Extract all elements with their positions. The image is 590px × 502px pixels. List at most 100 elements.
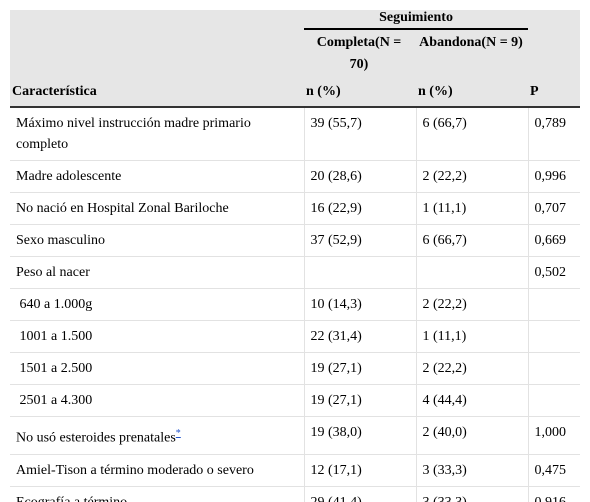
cell-value: 4 (44,4) bbox=[422, 393, 467, 408]
table-cell: 2 (22,2) bbox=[415, 160, 529, 193]
table-cell: Amiel-Tison a término moderado o severo bbox=[10, 453, 305, 487]
group-header: Seguimiento bbox=[304, 10, 529, 30]
cell-value: 0,789 bbox=[534, 116, 567, 131]
table-cell bbox=[527, 320, 580, 353]
table-cell: 0,916 bbox=[527, 485, 580, 502]
table-cell: 0,996 bbox=[527, 160, 580, 193]
table-cell: 0,475 bbox=[527, 453, 580, 487]
table-cell: 1,000 bbox=[527, 416, 580, 455]
table-row: Amiel-Tison a término moderado o severo 1… bbox=[10, 453, 580, 487]
cell-value: 0,502 bbox=[534, 265, 567, 280]
table-cell: 19 (27,1) bbox=[303, 352, 417, 385]
table-row: Madre adolescente 20 (28,6) 2 (22,2) 0,996 bbox=[10, 160, 580, 193]
table-cell bbox=[527, 288, 580, 321]
table-cell: 10 (14,3) bbox=[303, 288, 417, 321]
cell-value: 0,996 bbox=[534, 169, 567, 184]
table-wrapper: Seguimiento Completa(N = 70) Abandona(N … bbox=[10, 10, 580, 502]
table-cell: 1001 a 1.500 bbox=[10, 320, 305, 353]
cell-value: 3 (33,3) bbox=[422, 462, 467, 478]
group-header-text: Seguimiento bbox=[304, 10, 529, 30]
table-cell: 3 (33,3) bbox=[415, 485, 529, 502]
table-cell: 0,707 bbox=[527, 192, 580, 225]
table-cell: No usó esteroides prenatales* bbox=[10, 416, 305, 455]
cell-value: 0,669 bbox=[534, 233, 567, 248]
table-cell: 22 (31,4) bbox=[303, 320, 417, 353]
table-cell bbox=[527, 384, 580, 417]
table-cell: 19 (38,0) bbox=[303, 416, 417, 455]
column-header: Abandona(N = 9) bbox=[416, 30, 529, 79]
subheader: n (%) bbox=[416, 79, 529, 108]
cell-value: 37 (52,9) bbox=[310, 233, 362, 248]
cell-value: 2 (22,2) bbox=[422, 361, 467, 376]
table-cell: 3 (33,3) bbox=[415, 453, 529, 487]
blank-header bbox=[10, 30, 304, 79]
table-cell: 39 (55,7) bbox=[303, 106, 417, 161]
row-label: No usó esteroides prenatales bbox=[16, 430, 176, 446]
subheader: n (%) bbox=[304, 79, 416, 108]
cell-value: 29 (41,4) bbox=[311, 495, 362, 502]
table-cell bbox=[303, 256, 417, 289]
cell-value: 0,707 bbox=[534, 201, 567, 216]
row-label: 1501 a 2.500 bbox=[16, 361, 93, 376]
table-cell: 16 (22,9) bbox=[303, 192, 417, 225]
table-cell: 12 (17,1) bbox=[303, 453, 417, 487]
row-label: Sexo masculino bbox=[16, 233, 106, 248]
cell-value: 10 (14,3) bbox=[310, 297, 362, 312]
row-label: Peso al nacer bbox=[16, 265, 90, 280]
table-cell: 1 (11,1) bbox=[415, 320, 529, 353]
row-label: No nació en Hospital Zonal Bariloche bbox=[16, 201, 229, 216]
row-label: Madre adolescente bbox=[16, 169, 122, 184]
table-row: 2501 a 4.300 19 (27,1) 4 (44,4) bbox=[10, 384, 580, 417]
cell-value: 2 (40,0) bbox=[422, 425, 467, 440]
table-cell bbox=[415, 256, 529, 289]
footnote-link[interactable]: * bbox=[175, 428, 181, 439]
table-row: Ecografía a término 29 (41,4) 3 (33,3) 0,91… bbox=[10, 485, 580, 502]
cell-value: 1 (11,1) bbox=[422, 329, 467, 344]
data-table: Seguimiento Completa(N = 70) Abandona(N … bbox=[10, 10, 580, 502]
table-cell: 1 (11,1) bbox=[415, 192, 529, 225]
row-label: Máximo nivel instrucción madre primario … bbox=[16, 116, 255, 152]
column-header: Característica bbox=[10, 79, 304, 108]
table-row: No usó esteroides prenatales* 19 (38,0) 2 … bbox=[10, 416, 580, 455]
row-label: Ecografía a término bbox=[16, 495, 127, 502]
cell-value: 2 (22,2) bbox=[422, 169, 467, 184]
table-row: 1001 a 1.500 22 (31,4) 1 (11,1) bbox=[10, 320, 580, 353]
cell-value: 6 (66,7) bbox=[422, 116, 467, 131]
row-label: 1001 a 1.500 bbox=[16, 329, 93, 344]
table-cell: 2 (22,2) bbox=[415, 288, 529, 321]
cell-value: 1,000 bbox=[534, 425, 567, 440]
table-cell: 0,669 bbox=[527, 224, 580, 257]
cell-value: 3 (33,3) bbox=[423, 495, 467, 502]
column-header: P bbox=[528, 79, 580, 108]
table-cell: No nació en Hospital Zonal Bariloche bbox=[10, 192, 305, 225]
blank-header bbox=[528, 30, 580, 79]
cell-value: 20 (28,6) bbox=[310, 169, 362, 184]
cell-value: 19 (27,1) bbox=[310, 393, 362, 408]
table-cell: Sexo masculino bbox=[10, 224, 305, 257]
cell-value: 19 (38,0) bbox=[310, 425, 362, 440]
table-row: 1501 a 2.500 19 (27,1) 2 (22,2) bbox=[10, 352, 580, 385]
row-label: 640 a 1.000g bbox=[16, 297, 93, 312]
blank-header bbox=[10, 10, 304, 30]
table-cell: Máximo nivel instrucción madre primario … bbox=[10, 106, 305, 161]
table-cell: Ecografía a término bbox=[10, 485, 305, 502]
table-cell: 4 (44,4) bbox=[415, 384, 529, 417]
table-row: 640 a 1.000g 10 (14,3) 2 (22,2) bbox=[10, 288, 580, 321]
table-row: No nació en Hospital Zonal Bariloche 16 (… bbox=[10, 192, 580, 225]
cell-value: 0,475 bbox=[534, 462, 567, 478]
row-label: 2501 a 4.300 bbox=[16, 393, 93, 408]
table-cell: 20 (28,6) bbox=[303, 160, 417, 193]
table-cell: 2 (22,2) bbox=[415, 352, 529, 385]
cell-value: 12 (17,1) bbox=[310, 462, 362, 478]
table-row: Máximo nivel instrucción madre primario … bbox=[10, 106, 580, 161]
table-cell: Peso al nacer bbox=[10, 256, 305, 289]
cell-value: 39 (55,7) bbox=[310, 116, 362, 131]
table-cell: 640 a 1.000g bbox=[10, 288, 305, 321]
table-row: Sexo masculino 37 (52,9) 6 (66,7) 0,669 bbox=[10, 224, 580, 257]
footnote-mark: * bbox=[176, 426, 181, 439]
table-cell bbox=[527, 352, 580, 385]
cell-value: 19 (27,1) bbox=[310, 361, 362, 376]
table-cell: 6 (66,7) bbox=[415, 224, 529, 257]
cell-value: 0,916 bbox=[535, 495, 567, 502]
